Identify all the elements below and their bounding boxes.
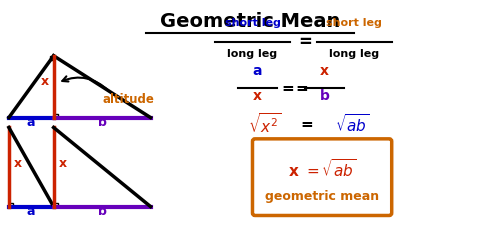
Text: a: a <box>252 64 262 78</box>
Text: $\sqrt{x^2}$: $\sqrt{x^2}$ <box>248 112 282 136</box>
Text: x: x <box>58 157 66 170</box>
Text: short leg: short leg <box>326 18 382 28</box>
Text: x: x <box>253 89 262 103</box>
Text: long leg: long leg <box>330 49 380 59</box>
Text: =: = <box>298 34 312 52</box>
Bar <box>50 56 54 60</box>
Text: x $=\sqrt{ab}$: x $=\sqrt{ab}$ <box>288 158 356 180</box>
Text: altitude: altitude <box>102 93 154 106</box>
Text: a: a <box>27 206 36 218</box>
Text: geometric mean: geometric mean <box>265 190 379 203</box>
Text: x: x <box>320 64 329 78</box>
Text: =: = <box>301 116 314 132</box>
Text: =: = <box>281 81 293 96</box>
FancyBboxPatch shape <box>252 139 392 216</box>
Bar <box>54 114 58 117</box>
Text: a: a <box>27 116 36 130</box>
Text: $\sqrt{ab}$: $\sqrt{ab}$ <box>335 113 369 135</box>
Text: long leg: long leg <box>228 49 278 59</box>
Text: x: x <box>40 75 48 88</box>
Text: b: b <box>320 89 330 103</box>
Bar <box>9 203 13 206</box>
Text: short leg: short leg <box>224 18 280 28</box>
Text: Geometric Mean: Geometric Mean <box>160 12 340 31</box>
Text: x: x <box>14 157 22 170</box>
Bar <box>54 203 58 206</box>
Text: b: b <box>98 116 106 130</box>
Text: =: = <box>296 81 308 96</box>
Text: b: b <box>98 206 106 218</box>
